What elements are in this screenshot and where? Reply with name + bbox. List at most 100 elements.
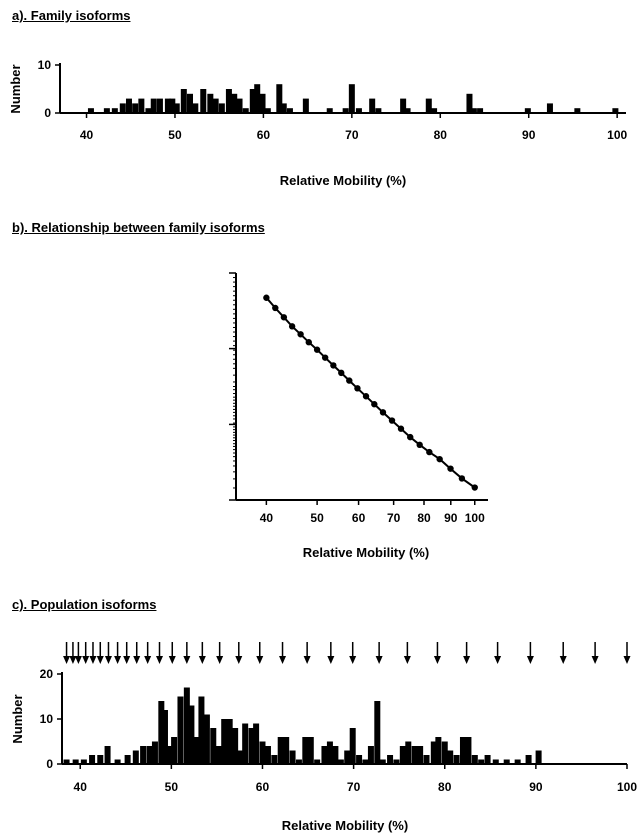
- histogram-bar: [119, 103, 126, 113]
- arrow-head: [156, 656, 164, 664]
- arrow-head: [82, 656, 90, 664]
- x-tick-label: 50: [165, 780, 179, 794]
- histogram-bar: [399, 746, 406, 764]
- arrow-head: [114, 656, 122, 664]
- arrow-head: [69, 656, 77, 664]
- histogram-bar: [203, 714, 210, 764]
- histogram-bar: [242, 723, 249, 764]
- histogram-bar: [459, 737, 466, 764]
- histogram-bar: [277, 737, 284, 764]
- histogram-bar: [332, 746, 339, 764]
- histogram-bar: [242, 108, 249, 113]
- histogram-bar: [430, 741, 437, 764]
- histogram-bar: [254, 84, 261, 113]
- histogram-bar: [477, 108, 484, 113]
- histogram-bar: [158, 701, 165, 764]
- panel-a-title: a). Family isoforms: [12, 8, 131, 23]
- histogram-bar: [314, 759, 321, 764]
- histogram-bar: [236, 98, 243, 113]
- arrow-head: [96, 656, 104, 664]
- histogram-bar: [72, 759, 79, 764]
- arrow-head: [216, 656, 224, 664]
- histogram-bar: [612, 108, 619, 113]
- histogram-bar: [484, 755, 491, 764]
- data-point: [379, 409, 387, 416]
- chart-b-relationship: 40 50 60 70 80 90 100 Relative Mobility (%): [229, 272, 488, 560]
- arrow-head: [89, 656, 97, 664]
- histogram-bar: [326, 741, 333, 764]
- histogram-bar: [173, 103, 180, 113]
- arrow-head: [133, 656, 141, 664]
- histogram-bar: [215, 746, 222, 764]
- histogram-bar: [280, 103, 287, 113]
- histogram-bar: [104, 746, 111, 764]
- histogram-bar: [289, 750, 296, 764]
- arrow-head: [168, 656, 176, 664]
- histogram-bar: [326, 108, 333, 113]
- histogram-bar: [111, 108, 118, 113]
- histogram-bar: [379, 759, 386, 764]
- data-point: [321, 354, 329, 361]
- x-tick-label: 100: [617, 780, 637, 794]
- chart-a-family-isoforms: 0 10 40 50 60 70 80 90 100 Relative Mobility (%) N…: [8, 58, 627, 188]
- x-tick-label: 80: [417, 511, 431, 525]
- histogram-bar: [387, 755, 394, 764]
- histogram-bar: [441, 741, 448, 764]
- histogram-bar: [140, 746, 147, 764]
- histogram-bar: [435, 737, 442, 764]
- histogram-bar: [393, 759, 400, 764]
- data-point: [416, 441, 423, 449]
- x-tick-label: 90: [444, 511, 458, 525]
- x-tick-label: 80: [438, 780, 452, 794]
- histogram-bar: [177, 696, 184, 764]
- histogram-bar: [259, 741, 266, 764]
- histogram-bar: [218, 103, 225, 113]
- histogram-bar: [97, 755, 104, 764]
- x-tick-label: 50: [168, 128, 182, 142]
- data-point: [471, 484, 478, 491]
- histogram-bar: [164, 98, 171, 113]
- x-tick-label: 60: [257, 128, 271, 142]
- data-point: [288, 323, 296, 330]
- arrow-head: [327, 656, 335, 664]
- histogram-bar: [231, 93, 238, 113]
- x-tick-label: 40: [74, 780, 88, 794]
- histogram-bar: [348, 84, 355, 113]
- histogram-bar: [188, 705, 195, 764]
- histogram-bar: [453, 755, 460, 764]
- histogram-bar: [193, 737, 200, 764]
- x-tick-label: 100: [465, 511, 485, 525]
- histogram-bar: [150, 98, 157, 113]
- histogram-bar: [125, 98, 132, 113]
- y-tick-label: 0: [46, 757, 53, 771]
- histogram-bar: [356, 755, 363, 764]
- histogram-bar: [400, 98, 407, 113]
- histogram-bar: [151, 741, 158, 764]
- arrow-head: [433, 656, 441, 664]
- histogram-bar: [259, 93, 266, 113]
- histogram-bar: [132, 750, 139, 764]
- y-tick-label: 20: [40, 667, 54, 681]
- data-point: [263, 294, 270, 301]
- histogram-bar: [200, 89, 207, 113]
- histogram-bar: [423, 755, 430, 764]
- histogram-bar: [180, 89, 187, 113]
- histogram-bar: [80, 759, 87, 764]
- x-tick-label: 60: [256, 780, 270, 794]
- histogram-bar: [405, 741, 412, 764]
- histogram-bar: [546, 103, 553, 113]
- histogram-bar: [337, 759, 344, 764]
- x-tick-label: 40: [260, 511, 274, 525]
- histogram-bar: [286, 108, 293, 113]
- arrow-head: [403, 656, 411, 664]
- arrow-head: [123, 656, 131, 664]
- data-point: [346, 377, 353, 384]
- arrow-head: [591, 656, 599, 664]
- arrow-head: [256, 656, 264, 664]
- histogram-bar: [355, 108, 362, 113]
- histogram-bar: [89, 755, 96, 764]
- histogram-bar: [264, 746, 271, 764]
- histogram-bar: [226, 719, 233, 764]
- arrow-head: [144, 656, 152, 664]
- histogram-bar: [253, 723, 260, 764]
